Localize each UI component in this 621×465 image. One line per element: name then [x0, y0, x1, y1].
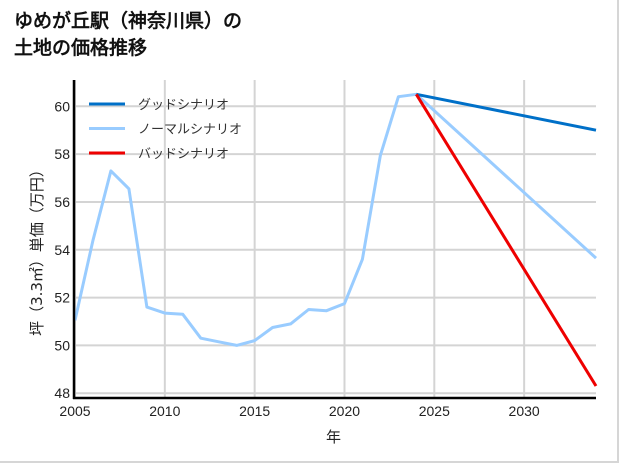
x-tick-label: 2010 — [149, 403, 180, 419]
x-tick-label: 2005 — [59, 403, 90, 419]
series-line — [416, 92, 597, 132]
y-tick-label: 50 — [54, 337, 70, 353]
chart-title: ゆめが丘駅（神奈川県）の 土地の価格推移 — [14, 8, 242, 62]
x-tick-label: 2030 — [509, 403, 540, 419]
y-tick-label: 58 — [54, 146, 70, 162]
legend-label: バッドシナリオ — [138, 147, 229, 162]
title-line-1: ゆめが丘駅（神奈川県）の — [14, 10, 243, 32]
gridlines — [74, 80, 596, 398]
x-axis-label: 年 — [326, 428, 341, 446]
tick-labels: 48 50 52 54 56 58 60 2005 2010 2015 2020 2025 2030 — [54, 98, 539, 419]
x-tick-label: 2020 — [329, 403, 360, 419]
y-tick-label: 56 — [54, 194, 70, 210]
series-line — [415, 93, 598, 387]
y-tick-label: 48 — [54, 385, 70, 401]
axes — [72, 80, 596, 400]
x-tick-label: 2025 — [419, 403, 450, 419]
legend-label: グッドシナリオ — [138, 98, 229, 113]
series-lines — [73, 92, 598, 387]
x-tick-label: 2015 — [239, 403, 270, 419]
y-tick-label: 54 — [54, 242, 70, 258]
y-axis-label: 坪（3.3㎡）単価（万円） — [28, 162, 46, 336]
series-line — [73, 92, 598, 347]
legend-label: ノーマルシナリオ — [138, 123, 242, 138]
y-tick-label: 52 — [54, 290, 70, 306]
y-tick-label: 60 — [54, 98, 70, 114]
title-line-2: 土地の価格推移 — [14, 37, 148, 59]
